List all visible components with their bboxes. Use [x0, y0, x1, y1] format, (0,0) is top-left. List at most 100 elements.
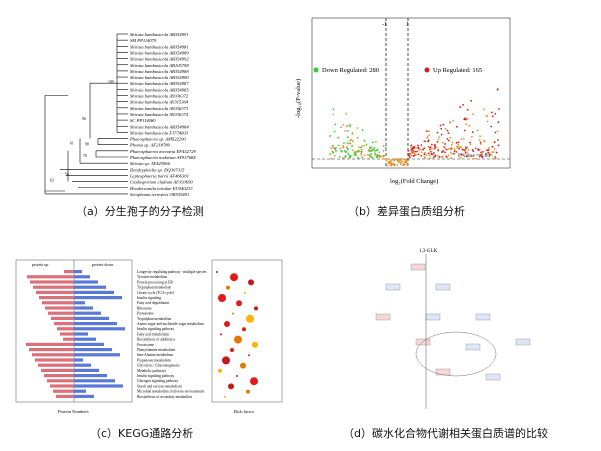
volcano-point	[497, 121, 500, 124]
volcano-point	[436, 131, 439, 134]
volcano-point	[486, 149, 489, 152]
bar-up	[26, 342, 74, 346]
pathway-node	[385, 283, 401, 291]
volcano-point	[483, 108, 485, 111]
volcano-point	[346, 148, 349, 151]
bar-up	[36, 290, 74, 294]
pathway-label: Tryptophan metabolism	[137, 286, 172, 290]
volcano-point	[498, 108, 500, 110]
volcano-point	[330, 157, 333, 160]
volcano-point	[449, 120, 451, 123]
taxon-label: Hendersonula tetralae EU040233	[129, 186, 193, 191]
volcano-point	[445, 156, 448, 158]
volcano-point	[485, 152, 487, 155]
header-down: protein down	[92, 262, 113, 267]
volcano-point	[410, 150, 413, 153]
volcano-point	[404, 159, 407, 162]
volcano-point	[466, 146, 469, 148]
volcano-point	[431, 147, 433, 150]
volcano-point	[475, 157, 478, 160]
volcano-point	[474, 147, 477, 150]
volcano-point	[420, 154, 423, 157]
volcano-point	[391, 163, 394, 166]
volcano-point	[373, 147, 376, 149]
bar-down	[74, 384, 123, 388]
volcano-point	[348, 154, 351, 157]
volcano-point	[417, 147, 420, 150]
taxon-label: Shiraia bambusicola AB105798	[130, 63, 189, 68]
taxon-label: Shiraia bambusicola FJ774003	[130, 130, 189, 135]
volcano-point	[382, 149, 385, 152]
bootstrap-label: 96	[82, 117, 86, 121]
volcano-point	[465, 123, 468, 126]
volcano-point	[464, 150, 467, 153]
bar-up	[57, 327, 74, 331]
volcano-point	[464, 146, 467, 149]
vline-label-right: 1	[406, 22, 409, 28]
bar-up	[32, 353, 74, 357]
volcano-point	[426, 136, 429, 139]
volcano-point	[403, 160, 406, 163]
kegg-bubble	[234, 335, 242, 344]
volcano-point	[487, 146, 490, 149]
volcano-point	[449, 136, 452, 139]
volcano-point	[456, 147, 459, 149]
volcano-point	[427, 145, 430, 148]
taxon-label: Shiraia bambusicola AY315364	[130, 100, 189, 105]
bar-up	[50, 384, 74, 388]
volcano-point	[360, 150, 363, 153]
volcano-point	[409, 152, 411, 155]
volcano-point	[423, 156, 426, 158]
volcano-point	[394, 158, 397, 161]
bar-down	[74, 327, 125, 331]
volcano-point	[465, 118, 467, 121]
bar-up	[38, 363, 74, 367]
bar-down	[74, 368, 99, 372]
pathway-node	[475, 313, 491, 321]
volcano-point	[361, 145, 363, 147]
volcano-point	[333, 147, 335, 150]
volcano-point	[493, 141, 496, 144]
kegg-bubble	[224, 395, 226, 398]
volcano-point	[410, 154, 413, 157]
volcano-point	[412, 155, 415, 157]
volcano-point	[464, 152, 467, 154]
pathway-label: Citrate cycle (TCA cycle)	[137, 291, 175, 295]
volcano-point	[348, 142, 351, 145]
volcano-point	[438, 156, 441, 158]
volcano-point	[415, 153, 417, 156]
volcano-point	[332, 113, 335, 116]
volcano-point	[444, 151, 446, 154]
bar-up	[51, 316, 74, 320]
volcano-point	[434, 155, 437, 158]
volcano-point	[350, 138, 353, 141]
volcano-point	[390, 164, 392, 167]
kegg-bubble	[216, 271, 218, 273]
volcano-point	[470, 99, 473, 102]
tca-cycle-outline	[415, 331, 497, 377]
volcano-point	[399, 161, 402, 164]
volcano-point	[434, 143, 436, 146]
pathway-label: Insulin signaling	[137, 296, 161, 300]
volcano-point	[453, 150, 456, 152]
legend-down: Down Regulated: 280	[322, 67, 379, 74]
kegg-bubble	[240, 362, 246, 369]
pathway-label: Starch and sucrose metabolism	[137, 384, 182, 388]
volcano-point	[429, 146, 432, 149]
bar-down	[74, 285, 106, 289]
pathway-map-panel: 1,3-GLK	[316, 244, 591, 416]
volcano-point	[432, 152, 435, 154]
bar-down	[74, 389, 86, 393]
taxon-label: Phaeosphaeria nodorum AY917684	[129, 155, 196, 160]
bar-down	[74, 342, 104, 346]
volcano-point	[363, 154, 366, 157]
volcano-point	[385, 159, 388, 162]
volcano-point	[342, 157, 344, 160]
kegg-bars	[26, 270, 125, 398]
pathway-label: beta-Alanine metabolism	[137, 353, 173, 357]
volcano-point	[423, 153, 426, 156]
taxon-label: Shiraia bambusicola AB354987	[130, 81, 189, 86]
volcano-point	[430, 143, 433, 146]
volcano-point	[382, 145, 385, 147]
volcano-point	[332, 144, 334, 147]
